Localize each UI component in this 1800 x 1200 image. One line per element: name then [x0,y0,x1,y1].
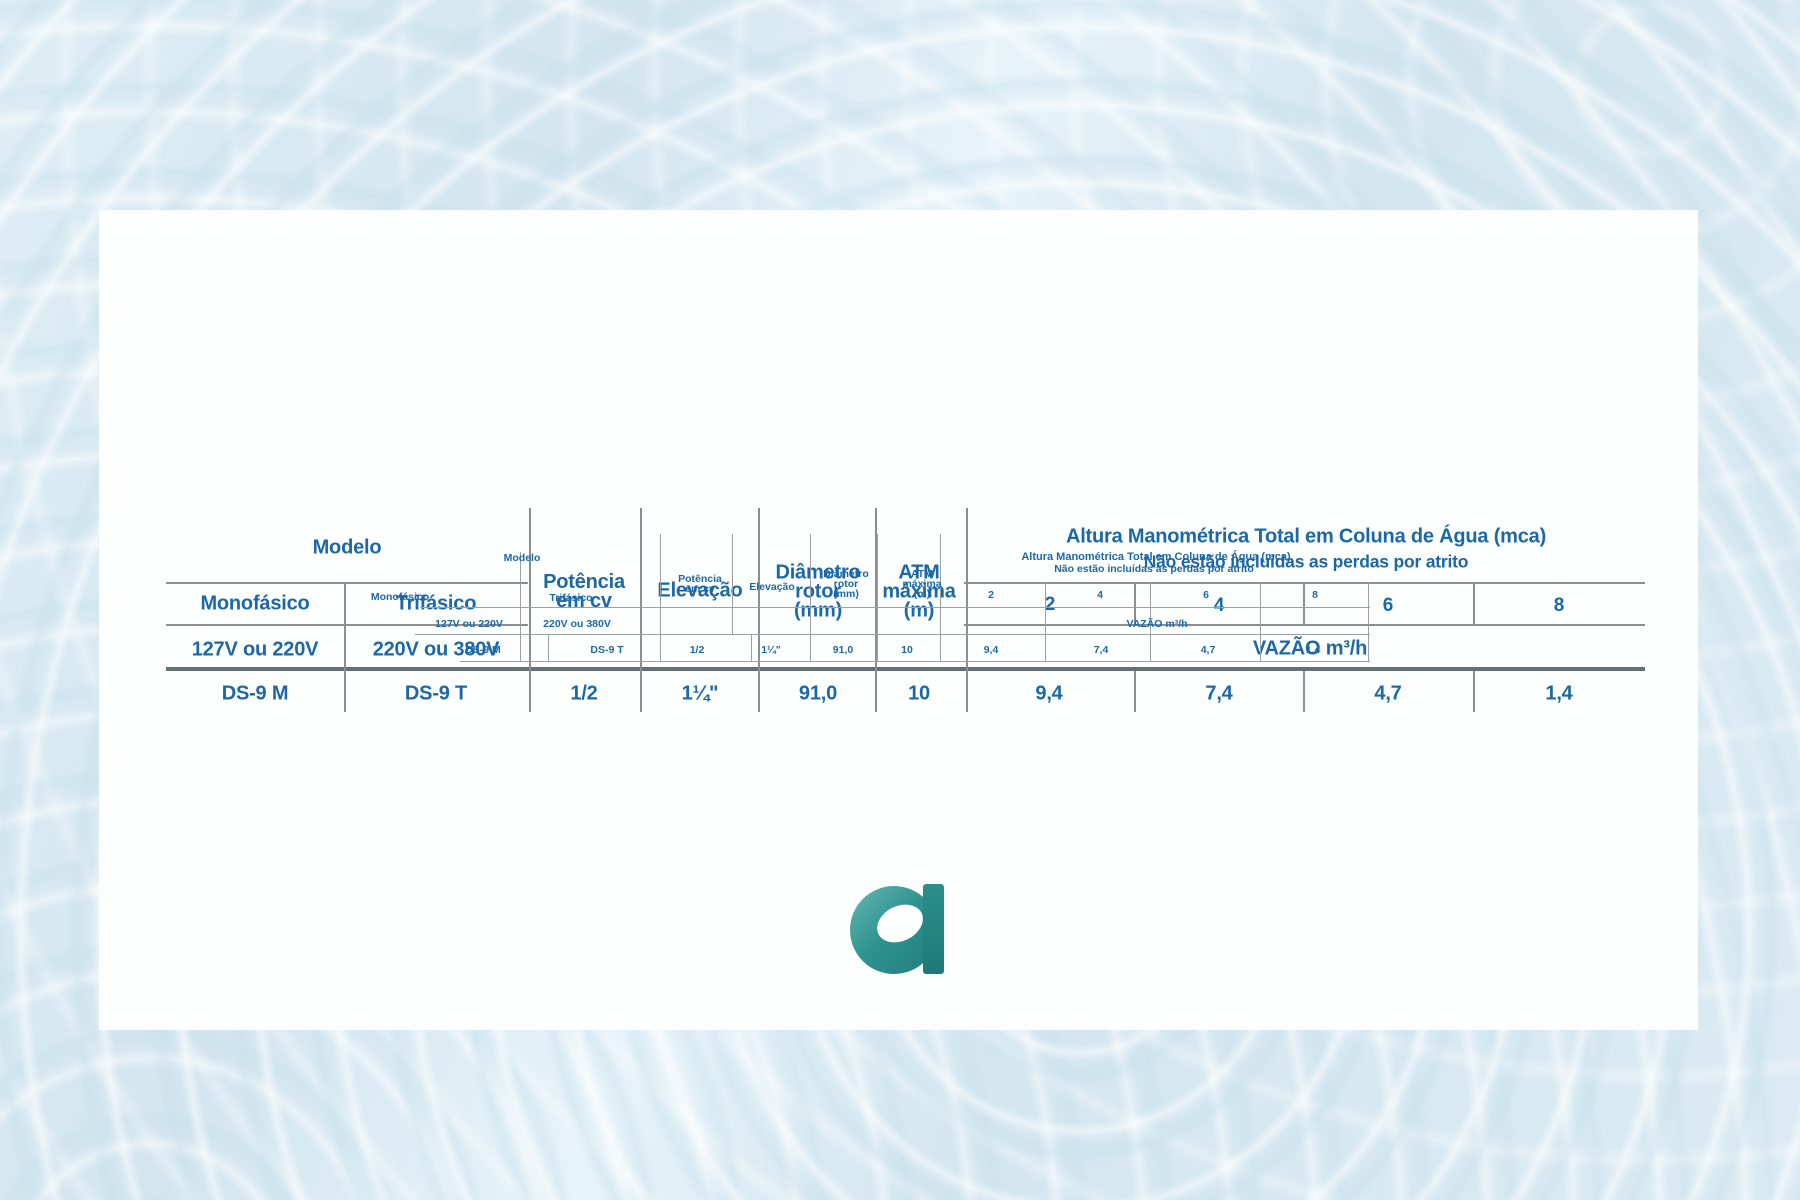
grid-line-v [344,582,346,712]
value-altura-4: 7,4 [1205,682,1233,705]
flow-header-4: 4 [1213,595,1225,616]
grid-line-v-small [1368,582,1369,662]
grid-line-v-small [1150,582,1151,662]
logo-stem-shape [923,884,944,974]
value-altura-4-small: 7,4 [1093,644,1109,656]
flow-header-2-small: 2 [988,589,994,601]
grid-line-v-small [520,552,521,662]
flow-header-8-small: 8 [1312,589,1318,601]
grid-line-v-small [1045,582,1046,662]
value-modelo-tri-small: DS-9 T [590,644,624,656]
voltage-monofasico: 127V ou 220V [191,638,319,661]
modelo-group-header: Modelo [312,536,382,559]
grid-line-v-small [940,534,941,662]
col-header-diametro-small: Diâmetro rotor (mm) [823,568,869,600]
col-header-elevacao-small: Elevação [749,581,795,593]
col-header-monofasico: Monofásico [200,592,310,615]
value-altura-6-small: 4,7 [1200,644,1216,656]
altura-subtitle-small: Não estão incluídas as perdas por atrito [1054,563,1254,575]
grid-line-v [1473,582,1475,626]
col-header-elevacao: Elevação [657,579,743,602]
col-header-diametro: Diâmetro rotor (mm) [775,561,861,622]
col-header-trifasico-small: Trifásico [549,592,593,604]
grid-line-h-small [415,634,1370,635]
grid-line-v [529,508,531,712]
voltage-trifasico: 220V ou 380V [372,638,500,661]
grid-line-v [1473,671,1475,712]
flow-header-6-small: 6 [1203,589,1209,601]
value-elevacao-small: 1¼" [761,644,781,656]
col-header-monofasico-small: Monofásico [370,591,430,603]
voltage-trifasico-small: 220V ou 380V [543,618,611,630]
flow-header-4-small: 4 [1097,589,1103,601]
value-altura-8: 1,4 [1545,682,1573,705]
value-potencia-small: 1/2 [689,644,705,656]
grid-line-v [875,508,877,712]
grid-line-v-small [877,534,878,662]
grid-line-v [1303,671,1305,712]
acqua-logo [850,884,950,976]
grid-line-v-small [751,634,752,662]
value-atm: 10 [908,682,930,705]
value-potencia: 1/2 [570,682,598,705]
col-header-potencia-small: Potência em cv [678,573,722,595]
grid-line-v-small [810,534,811,662]
value-modelo-tri: DS-9 T [404,682,468,705]
value-atm-small: 10 [901,644,913,656]
grid-line-v [1134,671,1136,712]
altura-subtitle: Não estão incluídas as perdas por atrito [1143,551,1469,572]
value-altura-8-small: 1,4 [1305,644,1321,656]
value-altura-6: 4,7 [1374,682,1402,705]
value-diametro: 91,0 [798,682,838,705]
grid-line-h-thick [166,667,1645,671]
grid-line-h-small [460,661,1370,662]
grid-line-v-small [732,534,733,634]
altura-title: Altura Manométrica Total em Coluna de Ág… [1065,525,1547,548]
flow-header-8: 8 [1553,595,1565,616]
voltage-monofasico-small: 127V ou 220V [435,618,503,630]
value-altura-2-small: 9,4 [983,644,999,656]
grid-line-v-small [1260,582,1261,662]
grid-line-v [758,508,760,712]
value-altura-2: 9,4 [1035,682,1063,705]
grid-line-v [1134,582,1136,626]
flow-header-6: 6 [1382,595,1394,616]
grid-line-h [166,624,528,626]
value-modelo-mono: DS-9 M [221,682,289,705]
col-header-trifasico: Trifásico [395,592,477,615]
grid-line-h-small [420,607,1370,608]
flow-header-2: 2 [1044,594,1056,615]
col-header-potencia: Potência em cv [543,571,625,612]
modelo-group-header-small: Modelo [503,552,541,564]
grid-line-v [966,508,968,712]
vazao-header-small: VAZÃO m³/h [1126,618,1188,630]
value-elevacao: 1¼" [681,682,719,705]
grid-line-v-small [660,534,661,662]
vazao-header: VAZÃO m³/h [1252,637,1368,660]
value-modelo-mono-small: DS-9 M [465,644,501,656]
grid-line-h [166,582,528,584]
grid-line-v [1303,582,1305,626]
grid-line-v-small [548,634,549,662]
grid-line-v [640,508,642,712]
value-diametro-small: 91,0 [832,644,854,656]
col-header-atm-small: ATM máxima (m) [902,568,942,600]
col-header-atm: ATM máxima (m) [882,561,956,622]
altura-title-small: Altura Manométrica Total em Coluna de Ág… [1021,550,1291,563]
